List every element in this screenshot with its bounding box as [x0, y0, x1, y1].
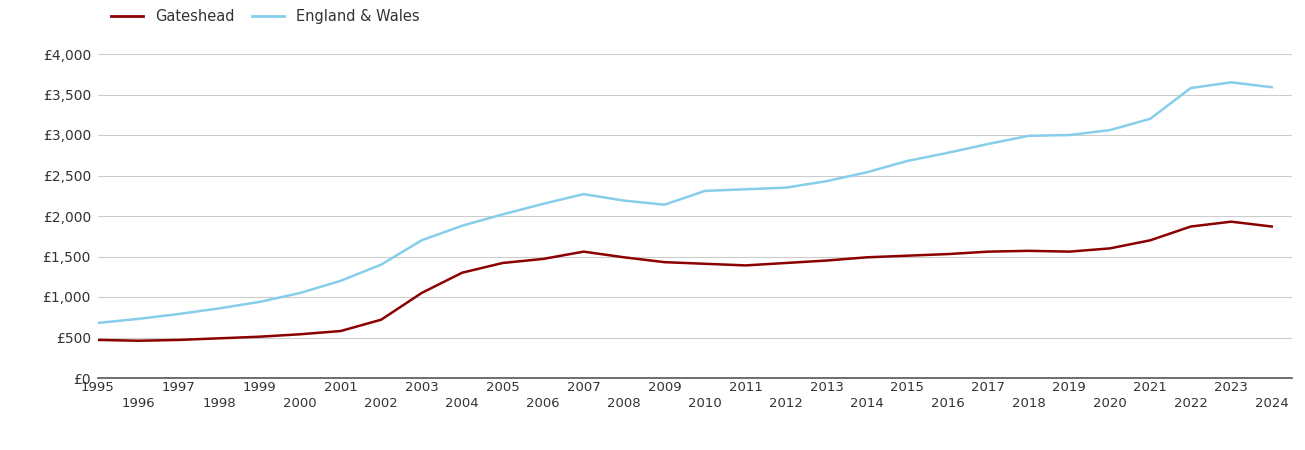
Legend: Gateshead, England & Wales: Gateshead, England & Wales: [106, 3, 425, 30]
